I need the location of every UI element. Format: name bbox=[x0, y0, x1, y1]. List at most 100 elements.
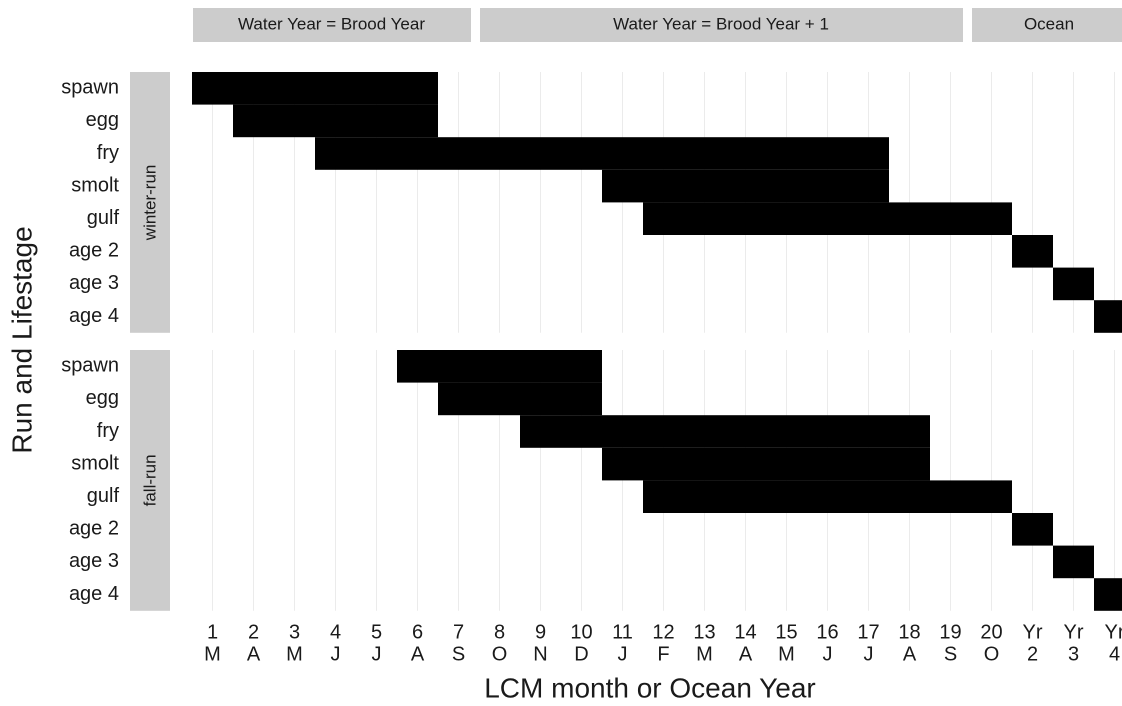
tile bbox=[192, 546, 233, 579]
tile bbox=[602, 235, 643, 268]
x-tick-label: O bbox=[984, 643, 1000, 665]
tile bbox=[602, 137, 643, 170]
tile bbox=[889, 480, 930, 513]
column-strip bbox=[972, 8, 1122, 42]
tile bbox=[766, 169, 807, 203]
tile bbox=[479, 448, 520, 481]
tile bbox=[725, 480, 766, 513]
tile bbox=[643, 72, 684, 105]
tile bbox=[1094, 170, 1122, 203]
tile bbox=[602, 72, 643, 105]
tile bbox=[930, 268, 971, 301]
x-tick-label: J bbox=[372, 643, 382, 665]
tile bbox=[397, 137, 438, 170]
tile bbox=[766, 202, 807, 235]
tile bbox=[438, 480, 479, 513]
tile bbox=[479, 546, 520, 579]
tile bbox=[1094, 448, 1122, 481]
tile bbox=[930, 383, 971, 416]
tile bbox=[233, 137, 274, 170]
tile bbox=[479, 350, 520, 383]
tile bbox=[315, 104, 356, 138]
tile bbox=[520, 170, 561, 203]
tile bbox=[766, 447, 807, 481]
tile bbox=[725, 169, 766, 203]
tile bbox=[725, 137, 766, 170]
tile bbox=[1053, 480, 1094, 513]
tile bbox=[561, 513, 602, 546]
tile bbox=[274, 546, 315, 579]
tile bbox=[930, 350, 971, 383]
tile bbox=[561, 300, 602, 333]
tile bbox=[643, 137, 684, 170]
tile bbox=[602, 350, 643, 383]
tile bbox=[889, 546, 930, 579]
tile bbox=[1094, 235, 1122, 268]
tile bbox=[1053, 545, 1094, 579]
tile bbox=[438, 300, 479, 333]
tile bbox=[274, 448, 315, 481]
y-tick-label: age 2 bbox=[69, 518, 119, 540]
tile bbox=[807, 415, 848, 448]
tile bbox=[807, 578, 848, 611]
tile bbox=[643, 383, 684, 416]
tile bbox=[438, 105, 479, 138]
x-tick-label: 16 bbox=[816, 621, 838, 643]
x-tick-label: A bbox=[739, 643, 753, 665]
column-strip-label: Water Year = Brood Year bbox=[238, 14, 425, 33]
x-axis-title: LCM month or Ocean Year bbox=[484, 672, 816, 703]
tile bbox=[684, 268, 725, 301]
tile bbox=[561, 105, 602, 138]
tile bbox=[971, 300, 1012, 333]
tile bbox=[807, 105, 848, 138]
tile bbox=[561, 170, 602, 203]
tile bbox=[356, 415, 397, 448]
tile bbox=[684, 578, 725, 611]
x-tick-label: O bbox=[492, 643, 508, 665]
tile bbox=[1094, 383, 1122, 416]
x-tick-label: 6 bbox=[412, 621, 423, 643]
tile bbox=[930, 513, 971, 546]
x-tick-label: 18 bbox=[898, 621, 920, 643]
tile bbox=[930, 105, 971, 138]
tile bbox=[315, 578, 356, 611]
tile bbox=[520, 513, 561, 546]
tile bbox=[930, 546, 971, 579]
tile bbox=[1012, 383, 1053, 416]
tile bbox=[438, 546, 479, 579]
x-tick-label: 7 bbox=[453, 621, 464, 643]
y-tick-label: spawn bbox=[61, 355, 119, 377]
x-tick-label: 4 bbox=[330, 621, 341, 643]
tile bbox=[233, 513, 274, 546]
tile bbox=[356, 235, 397, 268]
tile bbox=[971, 350, 1012, 383]
tile bbox=[1012, 415, 1053, 448]
tile bbox=[766, 268, 807, 301]
tile bbox=[725, 268, 766, 301]
tile bbox=[807, 72, 848, 105]
tile bbox=[561, 415, 602, 448]
x-tick-label: A bbox=[411, 643, 425, 665]
tile bbox=[520, 268, 561, 301]
tile bbox=[766, 105, 807, 138]
tile bbox=[438, 137, 479, 170]
tile bbox=[602, 578, 643, 611]
tile bbox=[356, 104, 397, 138]
tile bbox=[1053, 383, 1094, 416]
tile bbox=[315, 415, 356, 448]
tile bbox=[192, 513, 233, 546]
tile bbox=[643, 480, 684, 513]
facet-strip-label: fall-run bbox=[140, 454, 159, 506]
tile bbox=[274, 513, 315, 546]
tile bbox=[356, 350, 397, 383]
x-tick-label: M bbox=[696, 643, 713, 665]
y-tick-label: fry bbox=[97, 420, 119, 442]
tile bbox=[233, 268, 274, 301]
tile bbox=[1053, 350, 1094, 383]
tile bbox=[766, 415, 807, 448]
tile bbox=[930, 72, 971, 105]
tile bbox=[725, 105, 766, 138]
x-tick-label: 14 bbox=[734, 621, 756, 643]
tile bbox=[930, 300, 971, 333]
x-tick-label: A bbox=[903, 643, 917, 665]
